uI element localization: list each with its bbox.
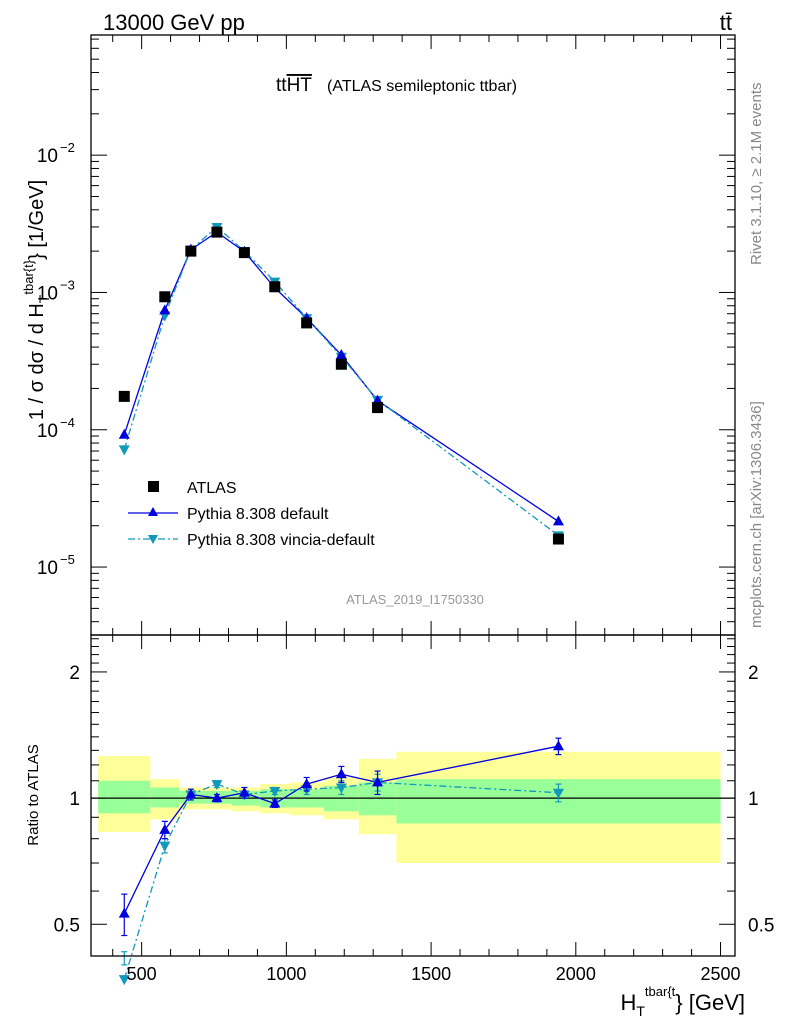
y-main-tick-label: 10	[37, 421, 58, 442]
y-main-tick-label: 10	[37, 146, 58, 167]
x-label-tail: } [GeV]	[675, 990, 745, 1015]
x-tick-label: 1000	[266, 964, 306, 984]
default-ratio-point	[211, 792, 223, 803]
atlas-point	[238, 247, 250, 259]
ratio-band-inner	[150, 787, 180, 808]
vincia-line	[123, 226, 559, 536]
default-ratio-line	[123, 745, 559, 914]
y-main-tick-label: 10	[37, 558, 58, 579]
mc-curves	[123, 226, 559, 980]
atlas-point	[211, 226, 223, 238]
y-ratio-tick-label: 2	[69, 663, 80, 684]
y-main-label-sup: tbar{t}	[21, 259, 36, 294]
default-point	[335, 349, 347, 360]
y-ratio-tick-label-right: 2	[748, 663, 759, 684]
vincia-ratio-point	[118, 975, 130, 986]
default-ratio-point	[269, 797, 281, 808]
ratio-band-inner	[98, 780, 151, 814]
plot-title: ttHT	[276, 75, 312, 96]
y-main-tick-exponent: −2	[60, 140, 75, 155]
default-ratio-point	[335, 768, 347, 779]
default-line	[123, 231, 559, 522]
atlas-point	[335, 358, 347, 370]
y-main-label-sub: T	[36, 294, 52, 303]
vincia-ratio-point	[269, 786, 281, 797]
axis-frames	[90, 34, 736, 957]
legend-vincia-marker	[148, 535, 158, 544]
data-points	[118, 222, 564, 986]
plot-title-over: HT	[287, 75, 313, 96]
y-main-label: 1 / σ dσ / d HTtbar{t}} [1/GeV]	[21, 180, 52, 420]
atlas-point	[372, 402, 384, 414]
y-main-tick-label: 10	[37, 283, 58, 304]
default-ratio-point	[118, 907, 130, 918]
default-point	[159, 304, 171, 315]
x-tick-label: 500	[127, 964, 157, 984]
y-main-tick-exponent: −5	[60, 552, 75, 567]
x-tick-label: 2000	[556, 964, 596, 984]
vincia-ratio-line	[123, 781, 559, 980]
ratio-frame	[90, 634, 736, 957]
energy-label: 13000 GeV pp	[103, 10, 245, 35]
legend-atlas-label: ATLAS	[187, 480, 237, 497]
svg-text:1 / σ dσ / d HTtbar{t}} [1/GeV: 1 / σ dσ / d HTtbar{t}} [1/GeV]	[21, 180, 52, 420]
y-main-tick-exponent: −4	[60, 415, 75, 430]
ratio-bands	[91, 751, 735, 864]
default-ratio-point	[372, 776, 384, 787]
legend-atlas-marker	[148, 481, 159, 492]
vincia-ratio-point	[211, 780, 223, 791]
x-label-sub: T	[636, 1003, 645, 1019]
default-point	[552, 515, 564, 526]
default-ratio-point	[185, 788, 197, 799]
vincia-ratio-point	[335, 783, 347, 794]
atlas-point	[185, 245, 197, 257]
atlas-point	[269, 281, 281, 293]
atlas-point	[301, 317, 313, 329]
vincia-ratio-point	[159, 841, 171, 852]
default-ratio-point	[301, 778, 313, 789]
vincia-point	[118, 445, 130, 456]
atlas-point	[159, 291, 171, 303]
legend: ATLAS Pythia 8.308 default Pythia 8.308 …	[128, 480, 375, 549]
legend-default-label: Pythia 8.308 default	[187, 506, 329, 523]
atlas-point	[552, 533, 564, 545]
default-point	[118, 428, 130, 439]
y-ratio-tick-label-right: 0.5	[748, 915, 774, 936]
process-label: tt̄	[720, 10, 732, 35]
legend-vincia-label: Pythia 8.308 vincia-default	[187, 532, 375, 549]
default-ratio-point	[238, 786, 250, 797]
x-tick-label: 2500	[701, 964, 741, 984]
plot-title-rest: (ATLAS semileptonic ttbar)	[327, 78, 517, 95]
default-ratio-point	[552, 740, 564, 751]
rivet-label: Rivet 3.1.10, ≥ 2.1M events	[748, 83, 765, 266]
x-tick-label: 1500	[411, 964, 451, 984]
plot-title-main: tt	[276, 75, 287, 96]
analysis-id: ATLAS_2019_I1750330	[346, 592, 484, 607]
x-label-sup: tbar{t	[645, 984, 676, 999]
y-ratio-tick-label-right: 1	[748, 789, 759, 810]
atlas-point	[118, 390, 130, 402]
y-ratio-tick-label: 1	[69, 789, 80, 810]
x-label-main: H	[620, 990, 636, 1015]
y-ratio-tick-label: 0.5	[54, 915, 80, 936]
mcplots-label: mcplots.cern.ch [arXiv:1306.3436]	[748, 401, 765, 628]
default-ratio-point	[159, 823, 171, 834]
legend-default-marker	[148, 507, 158, 516]
y-ratio-label: Ratio to ATLAS	[25, 744, 42, 845]
y-main-label-tail: } [1/GeV]	[26, 180, 48, 260]
x-label: HTtbar{t} [GeV]	[620, 984, 745, 1019]
vincia-ratio-point	[552, 788, 564, 799]
y-main-label-text: 1 / σ dσ / d H	[26, 303, 48, 420]
y-main-tick-exponent: −3	[60, 277, 75, 292]
